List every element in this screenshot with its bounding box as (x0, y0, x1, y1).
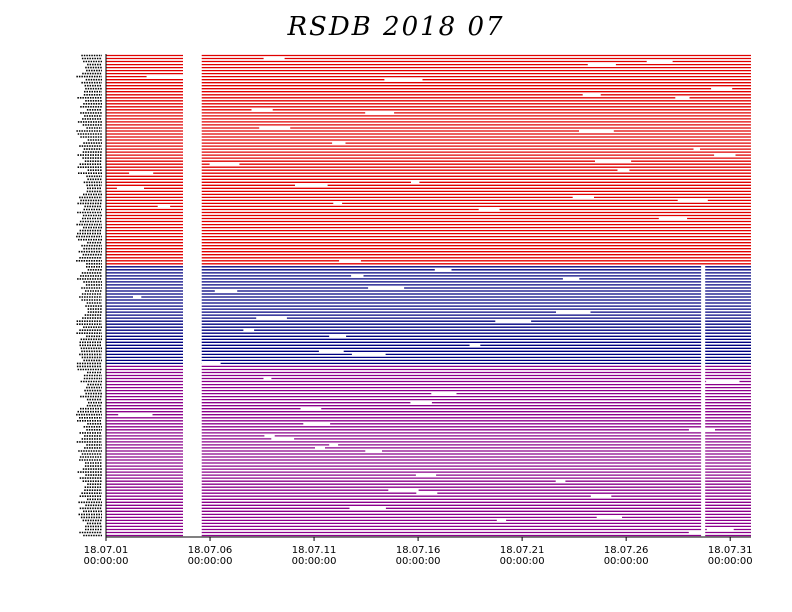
x-tick-label: 00:00:00 (604, 556, 649, 567)
x-tick-label: 00:00:00 (500, 556, 545, 567)
x-tick-label: 18.07.21 (500, 545, 545, 556)
x-tick-label: 00:00:00 (708, 556, 753, 567)
x-tick-label: 18.07.31 (708, 545, 753, 556)
x-tick-label: 18.07.06 (188, 545, 233, 556)
x-tick-label: 18.07.11 (292, 545, 337, 556)
x-tick-label: 18.07.01 (84, 545, 129, 556)
chart-title: RSDB 2018 07 (287, 12, 505, 42)
x-tick-label: 00:00:00 (292, 556, 337, 567)
x-tick-label: 18.07.26 (604, 545, 649, 556)
x-tick-label: 18.07.16 (396, 545, 441, 556)
station-rows (106, 54, 751, 537)
x-tick-label: 00:00:00 (396, 556, 441, 567)
x-tick-label: 00:00:00 (188, 556, 233, 567)
x-axis: 18.07.0100:00:0018.07.0600:00:0018.07.11… (84, 54, 753, 567)
x-tick-label: 00:00:00 (84, 556, 129, 567)
y-axis-labels (76, 54, 102, 537)
